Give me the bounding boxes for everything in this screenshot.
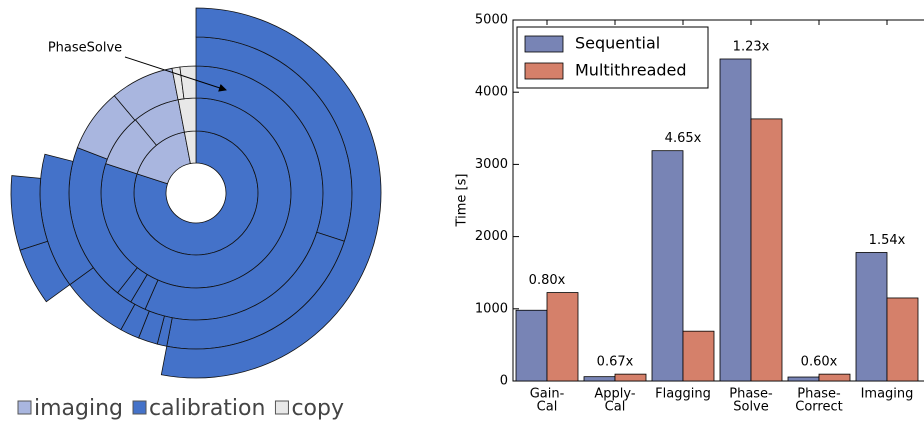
speedup-label: 0.80x xyxy=(529,273,566,288)
x-tick-label: Flagging xyxy=(655,387,711,402)
y-tick-label: 0 xyxy=(500,374,508,389)
x-tick-label: Apply- xyxy=(594,387,635,402)
bar xyxy=(515,309,548,382)
x-tick-label: Correct xyxy=(795,400,842,415)
legend-label: calibration xyxy=(149,396,265,421)
sunburst-segment xyxy=(10,175,49,251)
annotation-arrow xyxy=(124,56,227,92)
x-tick-label: Cal xyxy=(537,400,558,415)
annotation: PhaseSolve xyxy=(48,41,122,56)
y-tick-label: 5000 xyxy=(475,13,508,28)
y-tick-label: 4000 xyxy=(475,85,508,100)
speedup-label: 0.60x xyxy=(801,355,838,370)
sunburst-segment xyxy=(179,65,197,100)
speedup-label: 1.54x xyxy=(869,233,906,248)
legend-swatch xyxy=(17,400,32,415)
bar xyxy=(855,252,888,382)
y-tick-label: 1000 xyxy=(475,301,508,316)
legend-label: Multithreaded xyxy=(575,61,687,80)
y-axis-label: Time [s] xyxy=(455,174,470,228)
bar xyxy=(750,118,783,382)
speedup-label: 0.67x xyxy=(597,355,634,370)
legend-swatch xyxy=(524,62,564,80)
speedup-label: 1.23x xyxy=(733,39,770,54)
legend-swatch xyxy=(274,400,289,415)
legend-label: copy xyxy=(291,396,344,421)
x-tick-label: Solve xyxy=(733,400,769,415)
speedup-label: 4.65x xyxy=(665,131,702,146)
bar xyxy=(546,292,579,382)
x-tick-label: Cal xyxy=(605,400,626,415)
legend-swatch xyxy=(132,400,147,415)
x-tick-label: Imaging xyxy=(861,387,914,402)
y-tick-label: 3000 xyxy=(475,157,508,172)
bar xyxy=(682,330,715,382)
x-tick-label: Phase- xyxy=(729,387,773,402)
bar xyxy=(787,376,820,382)
legend-label: imaging xyxy=(34,396,123,421)
x-tick-label: Phase- xyxy=(797,387,841,402)
y-tick-label: 2000 xyxy=(475,229,508,244)
bar xyxy=(886,297,919,382)
legend-swatch xyxy=(524,35,564,53)
bar xyxy=(583,376,616,382)
bar xyxy=(651,150,684,382)
legend-label: Sequential xyxy=(575,34,660,53)
sunburst-legend: imaging calibration copy xyxy=(17,396,344,421)
x-tick-label: Gain- xyxy=(530,387,565,402)
bar xyxy=(818,373,851,382)
bar xyxy=(614,373,647,382)
bar xyxy=(719,58,752,382)
sunburst-segment xyxy=(160,7,382,379)
sunburst xyxy=(10,7,382,379)
